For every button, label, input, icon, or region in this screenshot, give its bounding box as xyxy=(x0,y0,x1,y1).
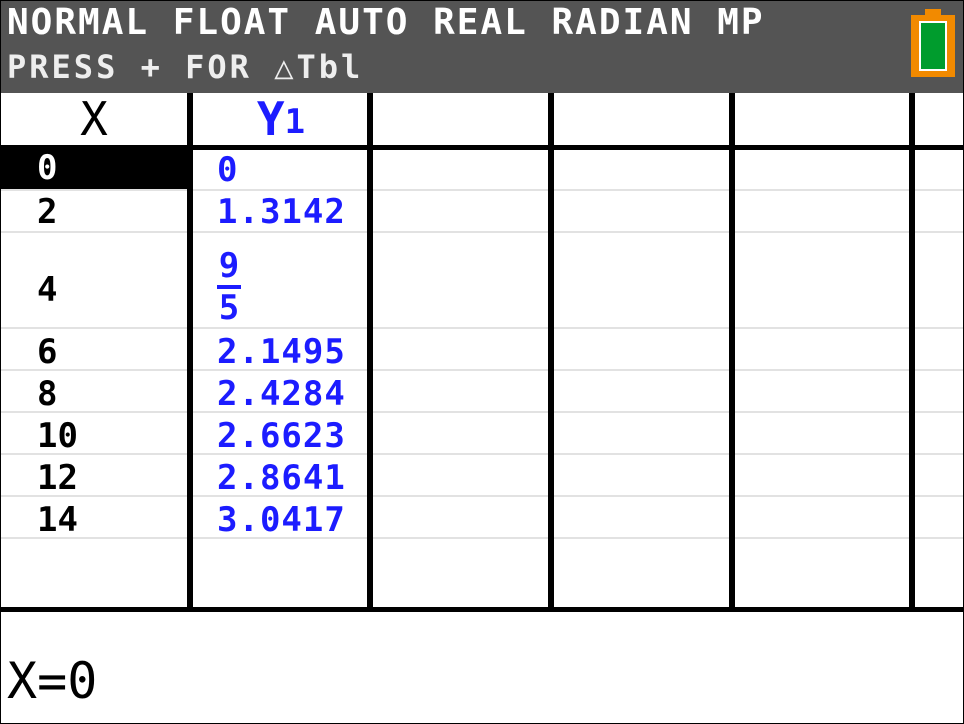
column-divider xyxy=(367,93,373,611)
x-cell: 0 xyxy=(37,148,58,188)
table-bottom-border xyxy=(1,607,963,612)
x-cell[interactable]: 2 xyxy=(37,192,58,232)
row-divider xyxy=(1,537,963,539)
header-divider xyxy=(1,145,963,150)
y1-cell[interactable]: 2.6623 xyxy=(217,416,346,456)
column-header-x[interactable]: X xyxy=(80,92,108,146)
fraction-numerator: 9 xyxy=(218,246,240,286)
row-divider xyxy=(1,411,963,413)
y1-cell[interactable]: 3.0417 xyxy=(217,500,346,540)
fraction-bar xyxy=(217,285,241,289)
row-divider xyxy=(1,189,963,191)
selected-cell[interactable]: 0 xyxy=(1,147,187,189)
row-divider xyxy=(1,495,963,497)
x-cell[interactable]: 12 xyxy=(37,458,78,498)
x-cell[interactable]: 6 xyxy=(37,332,58,372)
y1-cell[interactable]: 0 xyxy=(217,150,239,190)
row-divider xyxy=(1,369,963,371)
status-bar: NORMAL FLOAT AUTO REAL RADIAN MP PRESS +… xyxy=(1,1,963,93)
column-divider xyxy=(187,93,193,611)
column-header-y1[interactable]: Y1 xyxy=(256,92,306,146)
y1-cell[interactable]: 2.8641 xyxy=(217,458,346,498)
battery-icon xyxy=(911,9,955,77)
mode-status: NORMAL FLOAT AUTO REAL RADIAN MP xyxy=(7,2,765,43)
y1-cell[interactable]: 1.3142 xyxy=(217,192,346,232)
row-divider xyxy=(1,327,963,329)
column-divider xyxy=(548,93,554,611)
row-divider xyxy=(1,453,963,455)
fraction-denominator: 5 xyxy=(218,288,240,328)
y1-cell[interactable]: 2.1495 xyxy=(217,332,346,372)
entry-line[interactable]: X=0 xyxy=(7,652,98,710)
x-cell[interactable]: 10 xyxy=(37,416,78,456)
row-divider xyxy=(1,231,963,233)
x-cell[interactable]: 8 xyxy=(37,374,58,414)
x-cell[interactable]: 4 xyxy=(37,270,58,310)
x-cell[interactable]: 14 xyxy=(37,500,78,540)
column-divider xyxy=(729,93,735,611)
y1-cell[interactable]: 2.4284 xyxy=(217,374,346,414)
column-divider xyxy=(909,93,915,611)
hint-text: PRESS + FOR △Tbl xyxy=(7,48,364,86)
table-view: X Y1 0 0 2 1.3142 4 9 5 6 xyxy=(1,93,963,613)
y1-fraction-cell[interactable]: 9 5 xyxy=(217,249,241,325)
